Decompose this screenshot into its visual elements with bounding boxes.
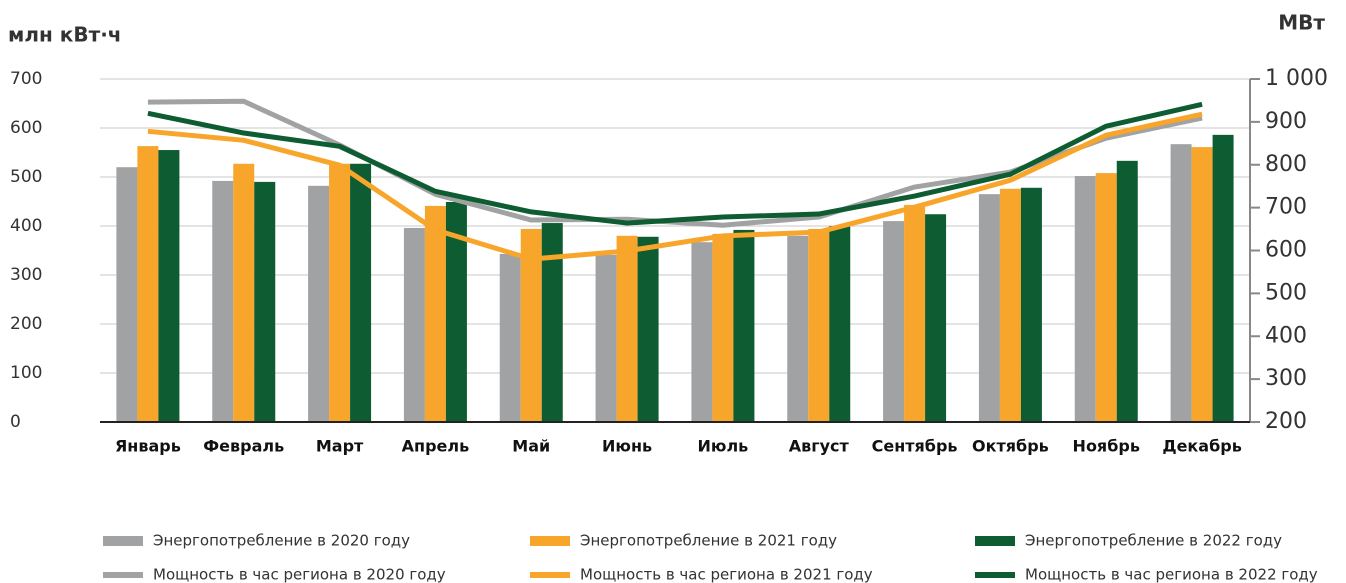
x-tick-label: Декабрь: [1162, 437, 1242, 456]
bar: [616, 235, 638, 422]
legend-label: Энергопотребление в 2021 году: [580, 532, 837, 550]
y-tick-label: 300: [10, 265, 42, 285]
y-tick-label: 400: [10, 216, 42, 236]
bar: [116, 167, 138, 422]
bar: [445, 201, 467, 422]
legend-swatch: [530, 572, 570, 578]
legend-label: Мощность в час региона в 2021 году: [580, 566, 873, 583]
y2-tick-label: 700: [1265, 195, 1307, 220]
bar: [595, 254, 617, 422]
y-tick-label: 600: [10, 118, 42, 138]
line: [147, 101, 1203, 226]
bar: [1020, 187, 1042, 422]
legend-swatch: [530, 536, 570, 546]
x-tick-label: Февраль: [203, 437, 284, 456]
bar: [999, 188, 1021, 422]
y2-tick-label: 1 000: [1265, 66, 1328, 91]
bar: [904, 204, 926, 422]
x-tick-label: Май: [512, 437, 550, 456]
legend-label: Энергопотребление в 2020 году: [153, 532, 410, 550]
bar: [233, 163, 255, 422]
y-tick-label: 200: [10, 314, 42, 334]
bar: [158, 150, 180, 423]
x-tick-label: Март: [316, 437, 364, 456]
bar: [1095, 173, 1117, 422]
bar: [541, 223, 563, 422]
x-tick-label: Январь: [115, 437, 181, 456]
legend-label: Мощность в час региона в 2022 году: [1025, 566, 1318, 583]
y2-tick-label: 600: [1265, 238, 1307, 263]
bar: [403, 227, 425, 422]
bar: [733, 229, 755, 422]
y2-tick-label: 800: [1265, 152, 1307, 177]
y-tick-label: 0: [10, 412, 21, 432]
bar: [978, 194, 1000, 422]
legend-label: Мощность в час региона в 2020 году: [153, 566, 446, 583]
bar: [712, 233, 734, 422]
x-tick-label: Апрель: [402, 437, 470, 456]
x-tick-label: Июль: [698, 437, 749, 456]
x-tick-label: Ноябрь: [1073, 437, 1140, 456]
bar: [1212, 134, 1234, 423]
line: [147, 111, 1203, 262]
legend-swatch: [975, 572, 1015, 578]
bar: [829, 226, 851, 422]
bar: [499, 253, 521, 422]
x-tick-label: Июнь: [602, 437, 652, 456]
y-tick-label: 100: [10, 363, 42, 383]
y2-axis-label: МВт: [1278, 11, 1325, 35]
bar: [1116, 160, 1138, 422]
y2-tick-label: 300: [1265, 366, 1307, 391]
bar: [520, 228, 542, 422]
legend-swatch: [975, 536, 1015, 546]
bar: [308, 185, 330, 422]
y2-tick-label: 500: [1265, 280, 1307, 305]
legend-label: Энергопотребление в 2022 году: [1025, 532, 1282, 550]
bar: [350, 163, 372, 422]
y2-tick-label: 400: [1265, 323, 1307, 348]
bar: [787, 235, 809, 422]
y-axis-label: млн кВт·ч: [8, 23, 122, 47]
bar: [1074, 176, 1096, 422]
bar: [424, 205, 446, 422]
legend-swatch: [103, 572, 143, 578]
bar: [637, 236, 659, 422]
y-tick-label: 500: [10, 167, 42, 187]
x-tick-label: Сентябрь: [872, 437, 958, 456]
y2-tick-label: 200: [1265, 409, 1307, 434]
bar: [808, 228, 830, 422]
x-tick-label: Октябрь: [972, 437, 1049, 456]
bar: [137, 146, 159, 422]
bar: [329, 163, 351, 422]
bar: [691, 242, 713, 422]
bar: [883, 221, 905, 422]
bar: [254, 181, 276, 422]
bar: [1191, 147, 1213, 423]
x-tick-label: Август: [789, 437, 850, 456]
y2-tick-label: 900: [1265, 109, 1307, 134]
y-tick-label: 700: [10, 69, 42, 89]
bar: [1170, 144, 1192, 423]
bar: [212, 180, 234, 422]
legend-swatch: [103, 536, 143, 546]
bar: [925, 214, 947, 422]
